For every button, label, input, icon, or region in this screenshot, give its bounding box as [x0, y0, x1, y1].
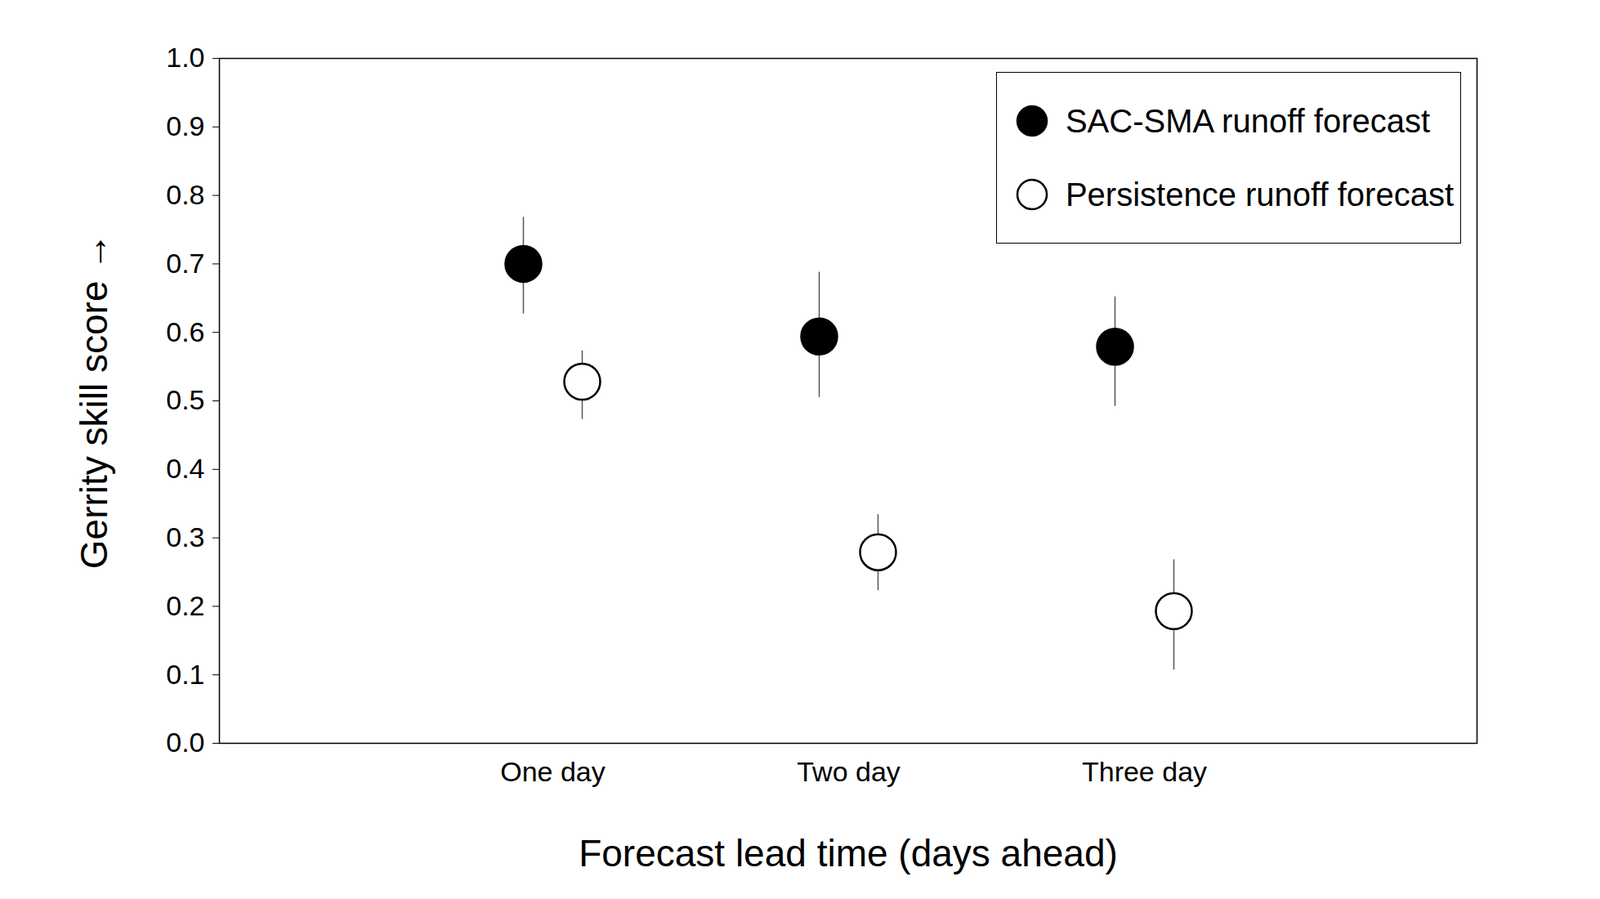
html-text:SAC-SMA runoff forecast: SAC-SMA runoff forecast	[1065, 102, 1431, 139]
svg-text:Gerrity skill score →: Gerrity skill score →	[72, 232, 116, 569]
svg-text:0.5: 0.5	[165, 384, 205, 416]
svg-text:0.6: 0.6	[165, 316, 205, 348]
svg-text:Forecast lead time (days ahead: Forecast lead time (days ahead)	[578, 831, 1118, 875]
svg-text:0.2: 0.2	[165, 589, 205, 622]
svg-text:0.9: 0.9	[165, 110, 205, 142]
html-text:Persistence runoff forecast: Persistence runoff forecast	[1065, 176, 1454, 213]
svg-text:0.7: 0.7	[165, 247, 205, 279]
svg-text:1.0: 1.0	[165, 41, 205, 73]
svg-text:0.0: 0.0	[165, 726, 205, 758]
svg-text:One day: One day	[500, 755, 606, 787]
svg-text:Two day: Two day	[796, 755, 901, 787]
svg-text:0.1: 0.1	[165, 658, 205, 690]
svg-text:Three day: Three day	[1081, 755, 1207, 787]
svg-text:0.4: 0.4	[165, 452, 205, 484]
svg-text:0.8: 0.8	[165, 178, 205, 211]
svg-text:0.3: 0.3	[165, 521, 205, 553]
